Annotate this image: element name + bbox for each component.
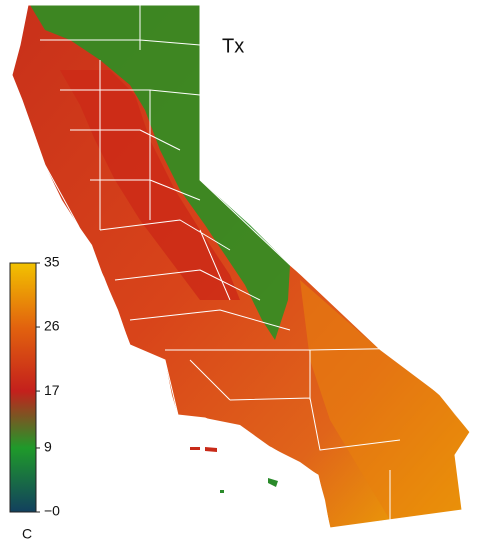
- colorbar-tick-label: 9: [44, 439, 52, 455]
- desert-zone: [300, 280, 470, 520]
- colorbar-tick-label: −0: [44, 503, 60, 519]
- colorbar-tick-label: 26: [44, 318, 60, 334]
- islands: [220, 478, 278, 493]
- county-lines: [11, 4, 471, 529]
- colorbar-unit: C: [22, 526, 32, 542]
- colorbar-tick-label: 17: [44, 382, 60, 398]
- islands: [190, 447, 217, 452]
- colorbar-tick-label: 35: [44, 254, 60, 270]
- map-title: Tx: [222, 35, 244, 57]
- colorbar-gradient: [9, 262, 37, 513]
- colorbar: C −0 9 17 26 35: [9, 254, 60, 542]
- mountain-zone: [30, 5, 290, 340]
- state-map: [11, 4, 471, 529]
